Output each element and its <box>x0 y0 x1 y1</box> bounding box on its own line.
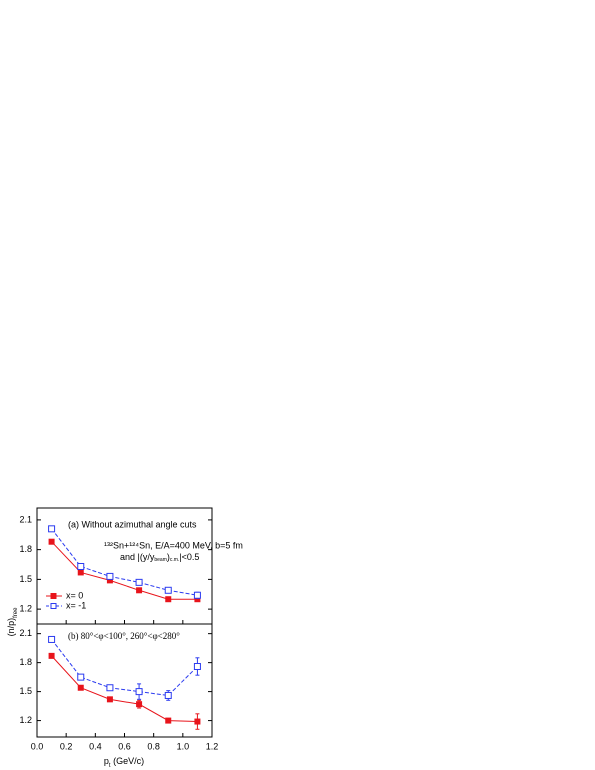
annotation: ¹³²Sn+¹²⁴Sn, E/A=400 MeV, b=5 fm <box>104 540 243 550</box>
x-label-rest: (GeV/c) <box>111 756 145 766</box>
marker <box>106 577 113 584</box>
marker <box>165 596 172 603</box>
x-tick-label: 1.0 <box>177 741 190 751</box>
y-axis-label: (n/p)free <box>6 607 18 637</box>
x-tick-label: 0.6 <box>118 741 131 751</box>
marker <box>136 587 143 594</box>
marker <box>164 691 172 699</box>
marker <box>193 591 201 599</box>
y-label-main: (n/p) <box>6 618 16 637</box>
y-tick-label: 1.2 <box>19 715 32 725</box>
legend-marker <box>50 593 57 599</box>
annotation-sub: beam <box>154 557 167 563</box>
annotation: (a) Without azimuthal angle cuts <box>68 519 197 529</box>
x-label-sub: t <box>109 763 111 769</box>
series-line <box>51 639 198 696</box>
annotation-part: |<0.5 <box>179 552 199 562</box>
y-tick-label: 1.5 <box>19 574 32 584</box>
marker <box>135 578 143 586</box>
annotation-part: ) <box>167 552 170 562</box>
y-tick-label: 1.5 <box>19 686 32 696</box>
marker <box>77 562 85 570</box>
legend-marker <box>50 603 57 609</box>
marker <box>77 684 84 691</box>
x-tick-label: 0.8 <box>147 741 160 751</box>
marker <box>194 718 201 725</box>
y-label-sub: free <box>13 607 19 618</box>
y-tick-label: 1.2 <box>19 604 32 614</box>
marker <box>193 662 201 670</box>
legend-label: x= -1 <box>66 600 86 610</box>
annotation: and |(y/ybeam)c.m.|<0.5 <box>120 552 199 563</box>
series-line <box>51 655 198 723</box>
marker <box>135 688 143 696</box>
marker <box>165 717 172 724</box>
marker <box>48 525 56 533</box>
series-line <box>51 541 198 600</box>
marker <box>194 596 201 603</box>
marker <box>106 572 114 580</box>
marker <box>77 673 85 681</box>
marker <box>164 586 172 594</box>
marker <box>48 538 55 545</box>
marker <box>48 652 55 659</box>
x-label-main: p <box>104 756 109 766</box>
marker <box>106 684 114 692</box>
x-axis-label: pt (GeV/c) <box>104 756 144 768</box>
legend-label: x= 0 <box>66 590 83 600</box>
y-tick-label: 1.8 <box>19 657 32 667</box>
y-tick-label: 2.1 <box>19 628 32 638</box>
annotation-sub: c.m. <box>170 557 179 563</box>
annotation: (b) 80°<φ<100°, 260°<φ<280° <box>68 631 180 641</box>
y-tick-label: 1.8 <box>19 544 32 554</box>
marker <box>77 569 84 576</box>
y-tick-label: 2.1 <box>19 514 32 524</box>
marker <box>106 696 113 703</box>
x-tick-label: 0.0 <box>31 741 44 751</box>
x-tick-label: 0.4 <box>89 741 102 751</box>
x-tick-label: 0.2 <box>60 741 73 751</box>
marker <box>48 635 56 643</box>
series-line <box>51 528 198 596</box>
x-tick-label: 1.2 <box>206 741 219 751</box>
annotation-part: and |(y/y <box>120 552 155 562</box>
marker <box>136 701 143 708</box>
